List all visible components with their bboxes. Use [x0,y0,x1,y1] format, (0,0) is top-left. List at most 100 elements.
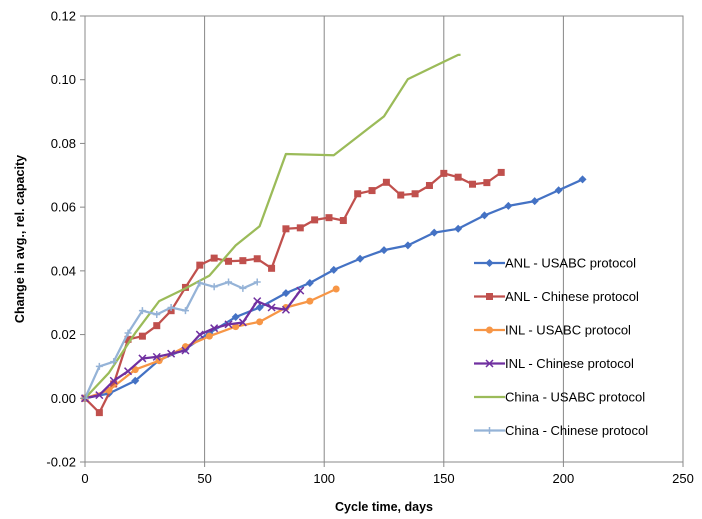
data-point [239,284,247,292]
x-tick-label: 50 [197,471,211,486]
x-tick-label: 100 [313,471,335,486]
data-point [95,409,103,417]
data-point [268,264,276,272]
y-tick-label: 0.02 [51,327,76,342]
y-axis-title: Change in avg., rel. capacity [13,155,27,323]
data-point [225,257,233,265]
data-point [255,303,264,312]
data-point [167,303,175,311]
data-point [325,214,333,222]
data-point [281,289,290,298]
data-point [485,359,494,368]
series-line [84,53,461,400]
legend-label: China - Chinese protocol [505,423,648,438]
data-point [306,297,314,305]
data-point [397,191,405,199]
data-point [485,259,494,267]
y-tick-label: 0.10 [51,72,76,87]
series-4 [80,286,305,403]
data-point [504,201,513,210]
data-point [382,178,390,186]
data-point [267,303,276,312]
data-point [469,180,477,188]
data-point [368,187,376,195]
data-point [480,211,489,220]
data-point [296,224,304,232]
data-point [311,216,319,224]
data-point [225,278,233,286]
y-tick-label: 0.08 [51,136,76,151]
legend-item: China - USABC protocol [474,390,645,405]
series-6 [81,278,261,402]
data-point [430,228,439,237]
data-point [253,255,261,263]
data-point [109,376,118,385]
data-point [224,320,233,329]
data-point [95,362,103,370]
x-tick-label: 200 [553,471,575,486]
data-point [253,297,262,306]
data-point [124,367,133,376]
data-point [486,427,493,434]
data-point [181,346,190,355]
y-tick-label: 0.06 [51,200,76,215]
data-point [152,352,161,361]
x-axis-title: Cycle time, days [335,500,433,514]
series-2 [81,168,505,417]
data-point [403,241,412,250]
data-point [578,175,587,184]
data-point [238,318,247,327]
data-point [167,349,176,358]
data-point [95,391,104,400]
legend: ANL - USABC protocol ANL - Chinese protoc… [474,256,648,438]
legend-label: INL - USABC protocol [505,323,631,338]
data-point [155,357,163,365]
data-point [153,311,161,319]
data-point [256,318,264,326]
data-point [554,186,563,195]
data-point [153,322,161,330]
data-point [305,278,314,287]
data-point [239,257,247,265]
legend-label: China - USABC protocol [505,390,645,405]
legend-item: ANL - USABC protocol [474,256,636,271]
legend-item: INL - USABC protocol [474,323,631,338]
legend-item: China - Chinese protocol [474,423,648,438]
y-tick-label: 0.04 [51,263,76,278]
series-layer [80,53,587,417]
data-point [110,380,118,388]
data-point [138,307,146,315]
data-point [425,181,433,189]
data-point [411,190,419,198]
series-line [84,289,302,400]
data-point [296,286,305,295]
data-point [138,354,147,363]
data-point [354,190,362,198]
legend-label: ANL - Chinese protocol [505,289,639,304]
series-5 [84,53,461,400]
data-point [196,261,204,269]
data-point [440,169,448,177]
data-point [110,358,118,366]
data-point [339,217,347,225]
data-point [210,283,218,291]
y-tick-label: 0.12 [51,9,76,24]
data-point [231,313,240,322]
legend-label: INL - Chinese protocol [505,356,634,371]
data-point [454,224,463,233]
data-point [454,173,462,181]
x-tick-label: 150 [433,471,455,486]
data-point [210,254,218,262]
data-point [282,225,290,233]
data-point [356,254,365,263]
data-point [196,279,204,287]
data-point [210,324,219,333]
data-point [329,265,338,274]
legend-label: ANL - USABC protocol [505,256,636,271]
data-point [486,293,493,300]
legend-item: ANL - Chinese protocol [474,289,639,304]
data-point [124,329,132,337]
data-point [380,246,388,255]
y-tick-label: 0.00 [51,391,76,406]
data-point [131,376,140,385]
